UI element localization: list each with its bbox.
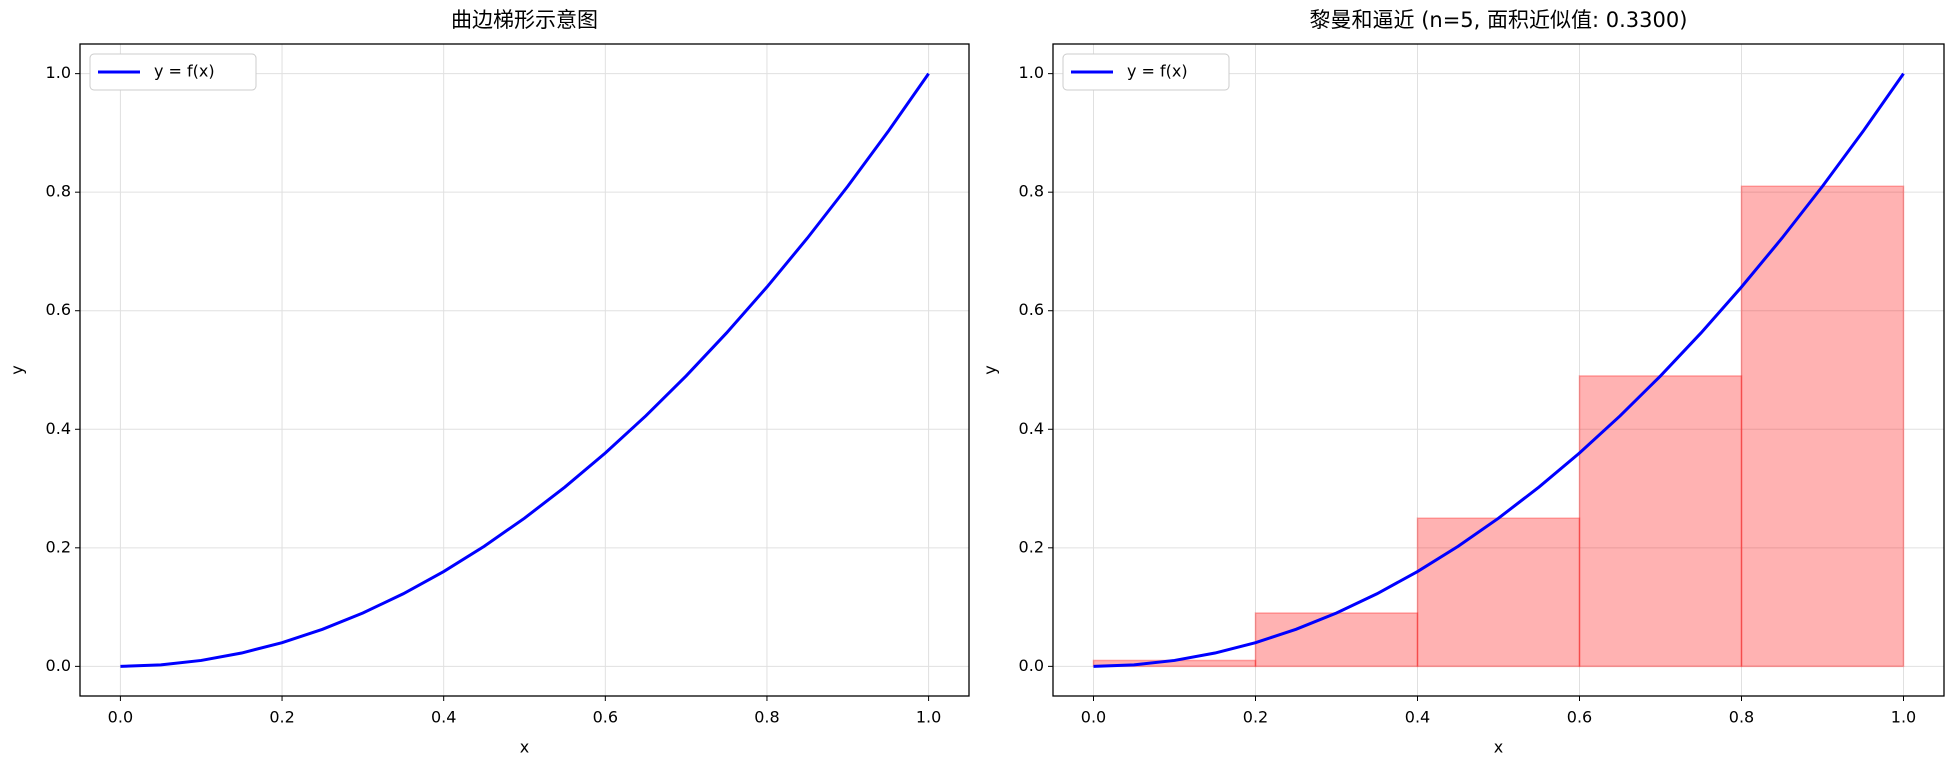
x-tick-label: 0.6 [593,708,618,727]
y-axis-label: y [981,365,1000,374]
y-tick-label: 0.8 [46,182,71,201]
y-tick-label: 0.8 [1019,182,1044,201]
legend-label: y = f(x) [1127,62,1188,81]
chart-title: 黎曼和逼近 (n=5, 面积近似值: 0.3300) [1310,8,1688,32]
x-tick-label: 0.2 [1243,708,1268,727]
chart-title: 曲边梯形示意图 [451,8,598,32]
x-tick-label: 0.8 [1729,708,1754,727]
y-tick-label: 0.6 [46,300,71,319]
x-tick-label: 0.4 [1405,708,1430,727]
y-tick-label: 1.0 [1019,63,1044,82]
x-tick-label: 0.0 [108,708,133,727]
x-axis-label: x [520,738,529,757]
x-tick-label: 0.8 [754,708,779,727]
legend-box [89,53,257,91]
x-tick-label: 0.4 [431,708,456,727]
bar [1254,612,1419,668]
line [120,72,930,668]
bar [1578,375,1743,668]
y-tick-label: 0.0 [46,656,71,675]
x-tick-label: 0.0 [1081,708,1106,727]
y-axis-label: y [8,365,27,374]
plot-frame [79,43,970,697]
plot-frame [1052,43,1945,697]
y-tick-label: 0.2 [1019,537,1044,556]
x-tick-label: 0.2 [269,708,294,727]
y-tick-label: 0.2 [46,537,71,556]
y-tick-label: 1.0 [46,63,71,82]
bar [1740,185,1905,668]
legend-box [1062,53,1230,91]
bar [1416,517,1581,668]
line [1093,72,1905,668]
y-tick-label: 0.4 [46,419,71,438]
y-tick-label: 0.4 [1019,419,1044,438]
y-tick-label: 0.0 [1019,656,1044,675]
x-axis-label: x [1494,738,1503,757]
x-tick-label: 0.6 [1567,708,1592,727]
x-tick-label: 1.0 [1891,708,1916,727]
legend-label: y = f(x) [154,62,215,81]
y-tick-label: 0.6 [1019,300,1044,319]
x-tick-label: 1.0 [916,708,941,727]
